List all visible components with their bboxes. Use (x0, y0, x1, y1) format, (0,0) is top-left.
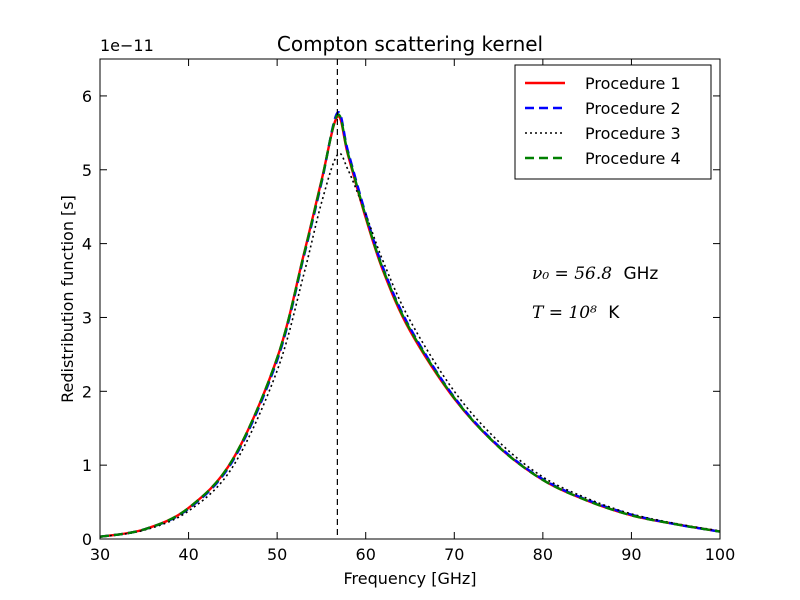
legend-label-3: Procedure 3 (585, 124, 681, 143)
y-tick-label: 1 (82, 456, 92, 475)
x-axis-label: Frequency [GHz] (343, 569, 476, 588)
y-tick-label: 3 (82, 308, 92, 327)
x-tick-label: 30 (90, 545, 110, 564)
y-offset-label: 1e−11 (100, 36, 154, 55)
series-line-3 (99, 152, 721, 538)
chart-title: Compton scattering kernel (277, 32, 543, 56)
x-tick-label: 90 (621, 545, 641, 564)
legend-label-2: Procedure 2 (585, 99, 681, 118)
annotation-nu0-value: ν₀ = 56.8 (532, 264, 612, 284)
y-tick-label: 2 (82, 382, 92, 401)
legend: Procedure 1 Procedure 2 Procedure 3 Procedu… (514, 64, 712, 180)
y-tick-label: 5 (82, 161, 92, 180)
annotation-temperature-unit: K (608, 303, 620, 323)
annotation-temperature: T = 10⁸ K (532, 303, 620, 323)
annotations: ν₀ = 56.8 GHz T = 10⁸ K (532, 264, 658, 323)
ticks-layer: 30 40 50 60 70 80 90 100 0 1 2 3 4 5 6 (82, 59, 735, 564)
annotation-nu0-unit: GHz (623, 264, 658, 284)
legend-label-4: Procedure 4 (585, 149, 681, 168)
x-tick-label: 70 (444, 545, 464, 564)
x-tick-label: 60 (356, 545, 376, 564)
y-tick-label: 6 (82, 87, 92, 106)
series-layer (99, 111, 721, 538)
annotation-nu0: ν₀ = 56.8 GHz (532, 264, 658, 284)
x-tick-label: 50 (267, 545, 287, 564)
x-tick-label: 80 (533, 545, 553, 564)
y-axis-label: Redistribution function [s] (58, 195, 77, 403)
y-tick-label: 0 (82, 530, 92, 549)
legend-label-1: Procedure 1 (585, 74, 681, 93)
plot-frame (99, 58, 721, 540)
x-tick-label: 100 (705, 545, 736, 564)
annotation-temperature-value: T = 10⁸ (532, 303, 597, 323)
series-line-4 (99, 113, 721, 538)
y-tick-label: 4 (82, 235, 92, 254)
x-tick-label: 40 (178, 545, 198, 564)
